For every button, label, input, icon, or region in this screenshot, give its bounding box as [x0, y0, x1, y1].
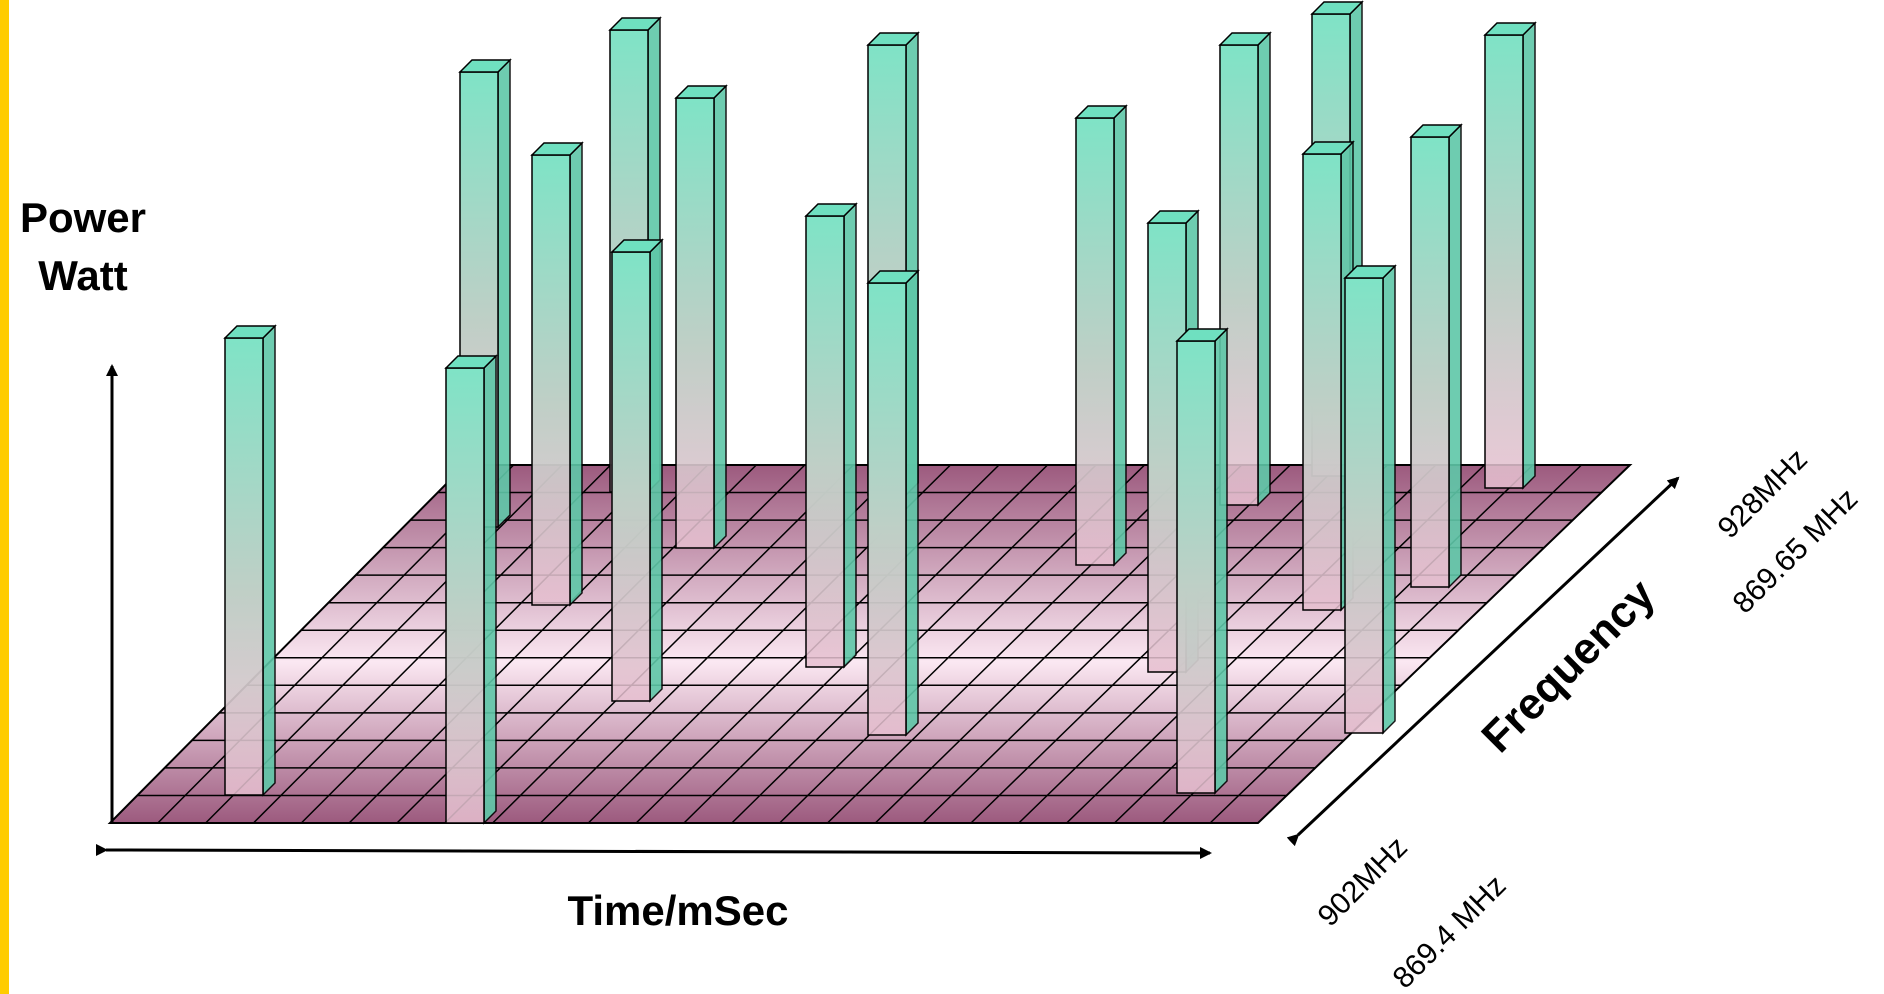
power-bar	[1483, 21, 1537, 490]
frequency-axis-arrow	[1286, 476, 1680, 847]
power-bar	[610, 238, 664, 703]
power-bar	[530, 141, 584, 607]
grid-col-line	[922, 464, 1291, 824]
grid-col-line	[683, 464, 1049, 824]
power-bar	[1343, 264, 1397, 735]
time-axis-arrow	[95, 843, 1212, 859]
grid-col-line	[492, 464, 854, 824]
time-label: Time/mSec	[567, 887, 788, 934]
power-bar	[804, 202, 858, 669]
power-label: Power	[20, 194, 146, 241]
power-bar	[1175, 327, 1229, 795]
watt-label: Watt	[38, 252, 127, 299]
power-bar	[674, 84, 728, 550]
freq-low-label-1: 902MHz	[1312, 831, 1414, 933]
freq-low-label-2: 869.4 MHz	[1387, 869, 1513, 994]
power-bar	[223, 324, 277, 797]
power-bar	[444, 354, 498, 825]
power-bar	[866, 269, 920, 737]
power-bar	[1074, 104, 1128, 567]
frequency-label: Frequency	[1472, 570, 1664, 762]
left-border-strip	[0, 0, 9, 994]
power-bar	[1409, 123, 1463, 589]
grid-col-line	[826, 464, 1194, 824]
